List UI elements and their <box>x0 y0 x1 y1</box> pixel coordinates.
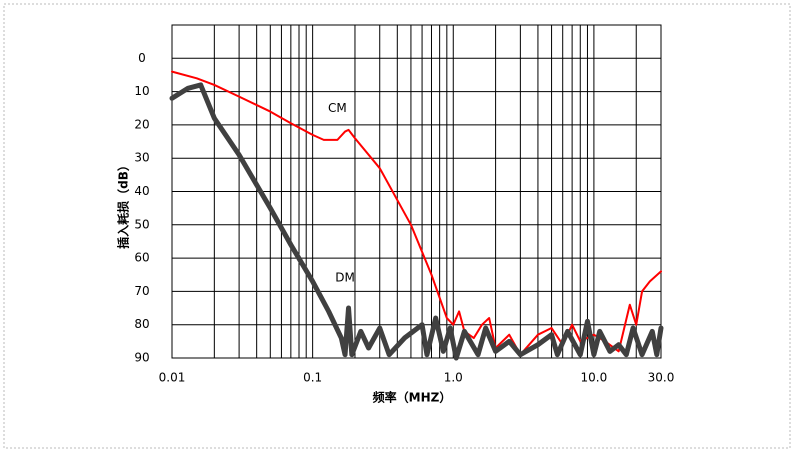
frame <box>3 3 791 449</box>
annotation: DM <box>335 271 355 285</box>
y-tick-label: 70 <box>134 284 149 298</box>
y-tick-label: 0 <box>138 51 146 65</box>
y-tick-label: 90 <box>134 351 149 365</box>
y-tick-label: 20 <box>134 117 149 131</box>
x-tick-label: 30.0 <box>648 371 675 385</box>
y-tick-label: 10 <box>134 84 149 98</box>
annotation: CM <box>328 101 347 115</box>
x-tick-label: 0.1 <box>303 371 322 385</box>
y-tick-label: 80 <box>134 317 149 331</box>
x-tick-label: 1.0 <box>444 371 463 385</box>
x-axis-label: 频率（MHZ） <box>373 390 452 405</box>
x-tick-label: 10.0 <box>581 371 608 385</box>
y-axis-label: 插入耗损（dB） <box>116 159 131 249</box>
x-tick-label: 0.01 <box>159 371 186 385</box>
y-tick-label: 30 <box>134 151 149 165</box>
y-tick-label: 50 <box>134 217 149 231</box>
y-tick-label: 60 <box>134 251 149 265</box>
series-line <box>169 82 664 361</box>
y-tick-label: 40 <box>134 184 149 198</box>
